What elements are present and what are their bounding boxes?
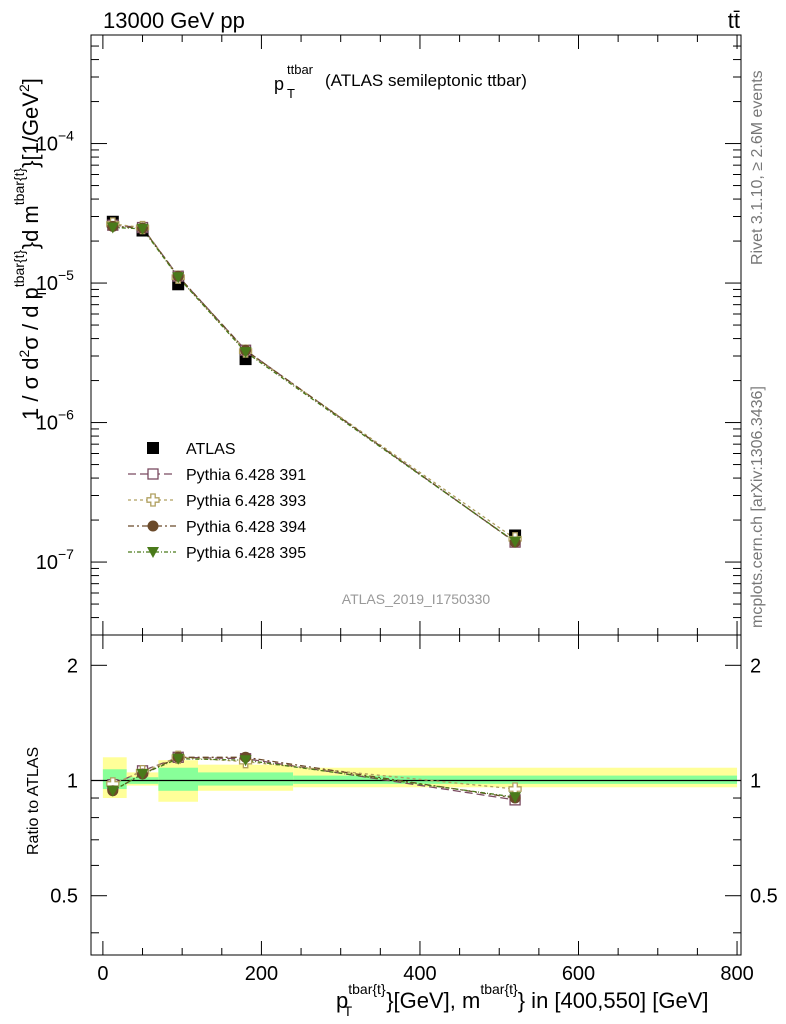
data-point-p395 bbox=[136, 223, 149, 235]
header-process-label: tt̄ bbox=[728, 8, 740, 33]
series-line-p395 bbox=[112, 226, 516, 543]
plot-title-sub: T bbox=[287, 86, 295, 101]
ratio-y-tick-label: 1 bbox=[67, 771, 78, 793]
x-tick-label: 600 bbox=[562, 963, 595, 985]
plot-title-rest: (ATLAS semileptonic ttbar) bbox=[325, 71, 527, 90]
legend-marker-p393 bbox=[146, 493, 160, 507]
upper-y-axis-label: 1 / σ d2σ / d ptbar{t}T}d mtbar{t}}[1/Ge… bbox=[11, 78, 49, 420]
uncertainty-band-inner bbox=[198, 772, 294, 786]
data-point-p395 bbox=[106, 222, 119, 234]
x-tick-label: 0 bbox=[97, 963, 108, 985]
ratio-y-tick-label-right: 1 bbox=[750, 771, 761, 793]
x-tick-label: 400 bbox=[403, 963, 436, 985]
upper-y-tick-exponent: −4 bbox=[58, 128, 74, 144]
upper-y-tick-label: 10 bbox=[36, 413, 58, 435]
data-point-p395 bbox=[509, 536, 522, 548]
lower-frame bbox=[90, 634, 742, 956]
header-collision-label: 13000 GeV pp bbox=[103, 8, 245, 33]
upper-y-tick-exponent: −7 bbox=[58, 546, 74, 562]
upper-y-tick-label: 10 bbox=[36, 134, 58, 156]
ratio-point-p395 bbox=[106, 785, 119, 797]
ratio-line-p393 bbox=[112, 756, 516, 790]
x-tick-label: 800 bbox=[720, 963, 753, 985]
upper-y-tick-label: 10 bbox=[36, 273, 58, 295]
uncertainty-band-inner bbox=[158, 767, 199, 791]
ratio-point-p395 bbox=[509, 792, 522, 804]
upper-y-tick-label: 10 bbox=[36, 552, 58, 574]
legend: ATLAS Pythia 6.428 391 Pythia 6.428 393 … bbox=[128, 441, 306, 562]
rivet-version-label: Rivet 3.1.10, ≥ 2.6M events bbox=[749, 70, 766, 265]
x-tick-label: 200 bbox=[245, 963, 278, 985]
data-point-p395 bbox=[172, 272, 185, 284]
legend-label-p394: Pythia 6.428 394 bbox=[186, 519, 306, 536]
legend-label-atlas: ATLAS bbox=[186, 441, 236, 458]
x-axis-label: ptbar{t} T}[GeV], mtbar{t}} in [400,550] … bbox=[336, 981, 709, 1019]
ratio-point-p395 bbox=[136, 768, 149, 780]
legend-marker-p391 bbox=[147, 468, 159, 480]
legend-label-p395: Pythia 6.428 395 bbox=[186, 545, 306, 562]
legend-marker-p395 bbox=[147, 547, 159, 558]
ratio-y-tick-label-right: 2 bbox=[750, 655, 761, 677]
ratio-point-p395 bbox=[239, 755, 252, 767]
plot-title-sup: ttbar bbox=[287, 62, 314, 77]
analysis-watermark: ATLAS_2019_I1750330 bbox=[342, 591, 491, 607]
legend-marker-atlas bbox=[147, 442, 159, 454]
legend-label-p393: Pythia 6.428 393 bbox=[186, 493, 306, 510]
plot-title: p bbox=[274, 74, 284, 94]
legend-marker-p394 bbox=[147, 520, 159, 532]
uncertainty-band-inner bbox=[293, 775, 738, 784]
upper-y-tick-exponent: −5 bbox=[58, 267, 74, 283]
ratio-y-tick-label-right: 0.5 bbox=[750, 886, 778, 908]
mcplots-label: mcplots.cern.ch [arXiv:1306.3436] bbox=[749, 386, 766, 628]
upper-y-tick-exponent: −6 bbox=[58, 407, 74, 423]
ratio-y-tick-label: 0.5 bbox=[50, 886, 78, 908]
legend-label-p391: Pythia 6.428 391 bbox=[186, 467, 306, 484]
svg-text:1 / σ d2σ / d ptbar{t}T}d mtba: 1 / σ d2σ / d ptbar{t}T}d mtbar{t}}[1/Ge… bbox=[11, 78, 49, 420]
ratio-y-tick-label: 2 bbox=[67, 655, 78, 677]
data-point-p395 bbox=[239, 347, 252, 359]
lower-y-axis-label: Ratio to ATLAS bbox=[25, 747, 42, 855]
ratio-point-p395 bbox=[172, 753, 185, 765]
data-point-atlas bbox=[239, 353, 252, 366]
